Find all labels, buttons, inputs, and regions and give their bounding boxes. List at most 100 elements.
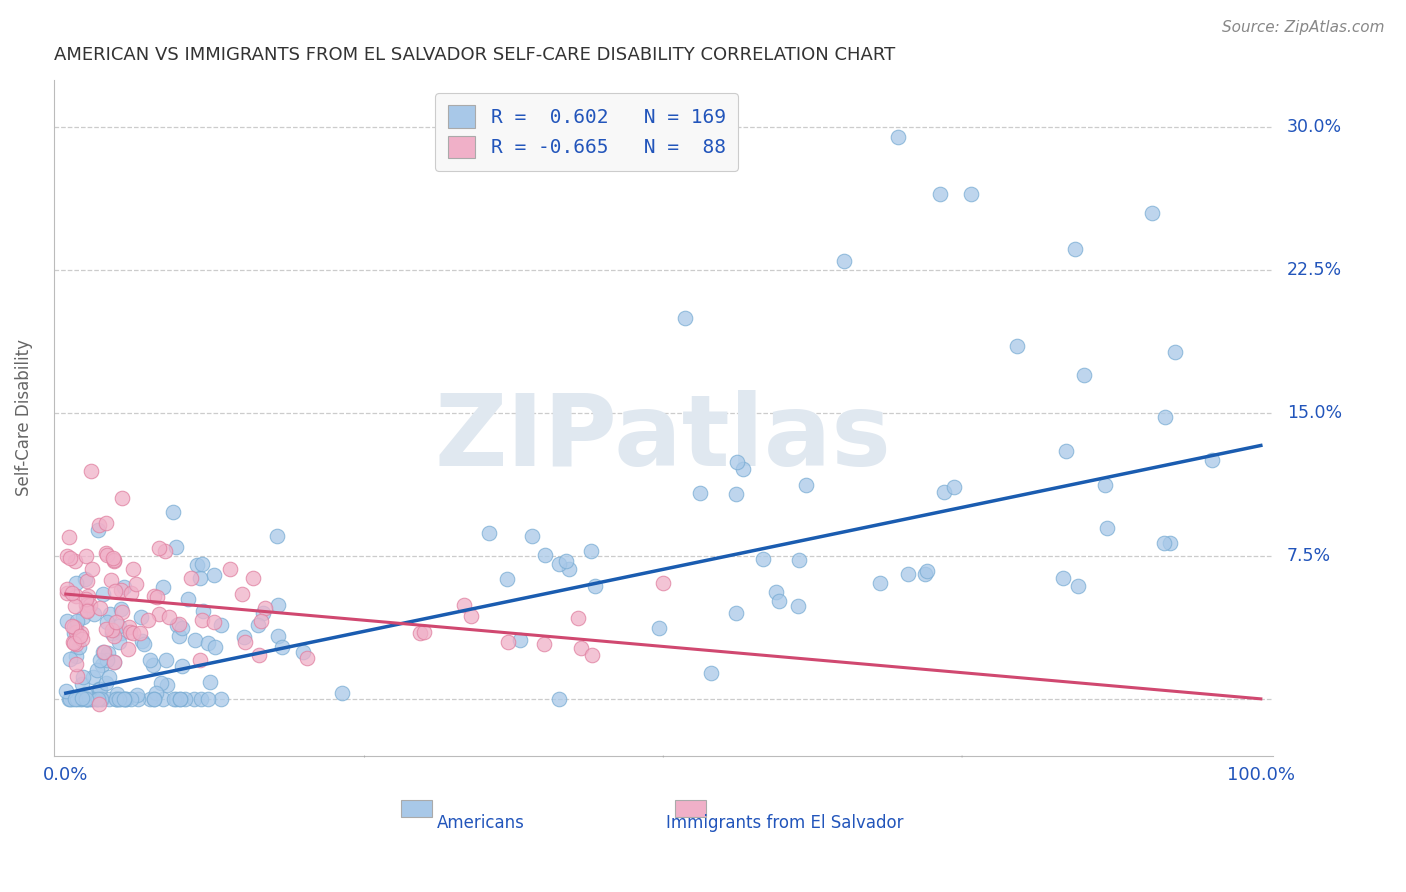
Point xyxy=(110,625,132,640)
Point xyxy=(155,653,177,667)
Point xyxy=(960,186,983,201)
Point xyxy=(125,576,148,591)
Point xyxy=(125,688,148,702)
Point xyxy=(63,625,86,640)
Point xyxy=(652,576,675,591)
Point xyxy=(249,615,271,629)
Point xyxy=(145,686,167,700)
Point xyxy=(934,484,956,499)
Point xyxy=(148,607,170,621)
Point xyxy=(89,681,111,696)
Point xyxy=(87,523,110,537)
Point xyxy=(96,615,118,629)
Point xyxy=(97,646,120,660)
Point xyxy=(152,580,174,594)
Point xyxy=(103,629,125,643)
Point xyxy=(66,691,89,706)
Point xyxy=(90,657,112,672)
FancyBboxPatch shape xyxy=(401,800,432,817)
Point xyxy=(87,517,110,532)
Point xyxy=(63,691,86,706)
Point xyxy=(153,544,176,558)
Point xyxy=(165,541,187,555)
Point xyxy=(72,610,94,624)
Point xyxy=(120,586,142,600)
Point xyxy=(100,625,122,640)
Point xyxy=(89,697,111,711)
Point xyxy=(55,582,77,596)
Point xyxy=(1095,521,1118,535)
Point xyxy=(69,691,91,706)
Point xyxy=(97,670,120,684)
Point xyxy=(579,543,602,558)
Point xyxy=(59,652,82,666)
Text: Americans: Americans xyxy=(436,814,524,831)
Point xyxy=(266,529,288,543)
Point xyxy=(93,645,115,659)
Point xyxy=(1201,453,1223,467)
Point xyxy=(86,691,108,706)
Point xyxy=(453,598,475,612)
Point xyxy=(103,655,125,669)
Y-axis label: Self-Care Disability: Self-Care Disability xyxy=(15,339,32,496)
Point xyxy=(567,610,589,624)
Point xyxy=(110,691,132,706)
Point xyxy=(165,691,187,706)
Point xyxy=(120,624,142,639)
Point xyxy=(112,691,135,706)
Point xyxy=(186,558,208,572)
Point xyxy=(65,576,87,591)
Point xyxy=(101,551,124,566)
Point xyxy=(724,606,747,620)
Point xyxy=(330,686,353,700)
Point xyxy=(143,691,166,706)
Point xyxy=(120,691,142,706)
Point xyxy=(1073,368,1095,382)
Point xyxy=(162,691,184,706)
Point xyxy=(65,589,87,603)
Point xyxy=(198,674,221,689)
Point xyxy=(103,553,125,567)
Point xyxy=(79,464,101,478)
Point xyxy=(138,653,160,667)
Point xyxy=(62,691,84,706)
Point xyxy=(496,635,519,649)
Point xyxy=(146,591,169,605)
Point xyxy=(733,462,755,476)
Point xyxy=(143,691,166,706)
Text: ZIPatlas: ZIPatlas xyxy=(434,390,891,487)
Point xyxy=(89,653,111,667)
Point xyxy=(63,599,86,613)
Point xyxy=(127,691,149,706)
Point xyxy=(190,613,212,627)
FancyBboxPatch shape xyxy=(675,800,706,817)
Point xyxy=(110,602,132,616)
Point xyxy=(75,598,97,612)
Point xyxy=(1066,579,1088,593)
Point xyxy=(197,691,219,706)
Point xyxy=(104,691,127,706)
Point xyxy=(131,634,153,648)
Point xyxy=(80,562,103,576)
Point xyxy=(100,607,122,622)
Point xyxy=(548,558,571,572)
Point xyxy=(166,618,188,632)
Point xyxy=(63,554,86,568)
Point xyxy=(77,691,100,706)
Point xyxy=(67,640,90,654)
Point xyxy=(413,625,436,640)
Point xyxy=(121,562,143,576)
Point xyxy=(100,573,122,587)
Text: 15.0%: 15.0% xyxy=(1286,404,1341,422)
Point xyxy=(1064,242,1087,256)
Point xyxy=(887,129,910,144)
Point xyxy=(247,617,270,632)
Point xyxy=(107,619,129,633)
Point xyxy=(218,562,240,576)
Point xyxy=(108,634,131,648)
Point xyxy=(94,622,117,636)
Point xyxy=(82,670,104,684)
Text: 7.5%: 7.5% xyxy=(1286,547,1331,565)
Text: Immigrants from El Salvador: Immigrants from El Salvador xyxy=(666,814,904,831)
Point xyxy=(188,653,211,667)
